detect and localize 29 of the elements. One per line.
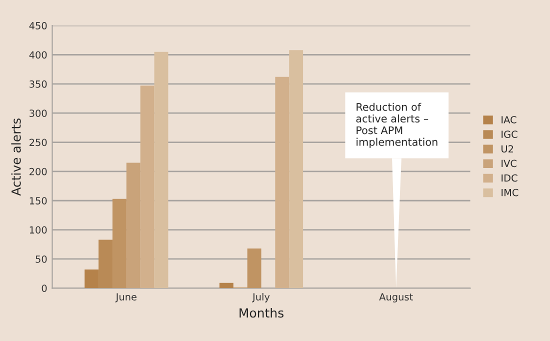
y-tick-label: 250 — [30, 138, 47, 146]
y-tick-label: 200 — [30, 168, 47, 176]
y-tick-label: 50 — [36, 255, 47, 263]
legend-label: IMC — [502, 188, 518, 196]
x-axis-title: Months — [240, 308, 284, 318]
y-tick-label: 300 — [30, 110, 47, 117]
bar — [126, 162, 140, 288]
y-axis-title: Active alerts — [11, 118, 21, 196]
bar — [247, 248, 262, 288]
x-tick-label: August — [379, 293, 413, 302]
bar — [140, 86, 154, 288]
y-tick-label: 150 — [30, 197, 47, 204]
bar — [289, 50, 304, 288]
bar — [154, 52, 168, 288]
y-tick-label: 350 — [30, 80, 47, 88]
legend-label: IVC — [502, 160, 516, 168]
annotation: Reduction of active alerts – Post APM implementation — [356, 102, 438, 148]
legend-label: IAC — [502, 116, 516, 124]
x-tick-label: July — [252, 293, 270, 302]
legend-label: IDC — [502, 174, 518, 182]
y-tick-label: 0 — [42, 284, 47, 292]
x-tick-label: June — [115, 293, 136, 302]
y-tick-label: 100 — [30, 226, 47, 234]
bar — [275, 76, 290, 288]
bar — [112, 198, 126, 288]
legend-label: IGC — [502, 130, 518, 138]
y-tick-label: 400 — [29, 51, 47, 59]
y-tick-label: 450 — [29, 22, 47, 30]
legend-label: U2 — [502, 145, 514, 153]
